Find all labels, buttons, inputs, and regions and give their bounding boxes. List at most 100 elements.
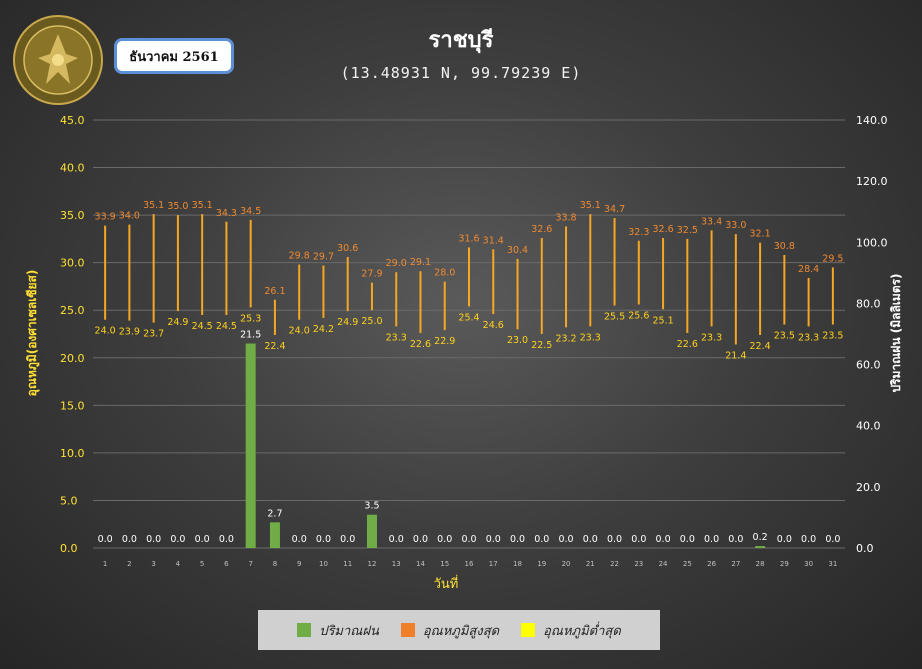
max-temp-label: 29.7 <box>313 252 334 263</box>
legend-item-rain: ปริมาณฝน <box>297 620 379 641</box>
max-temp-label: 27.9 <box>361 269 382 280</box>
rain-data-label: 21.5 <box>240 330 261 341</box>
min-temp-label: 25.5 <box>604 311 625 322</box>
x-tick-label: 16 <box>465 560 474 568</box>
rain-data-label: 0.0 <box>583 534 598 545</box>
rain-bar <box>366 514 377 548</box>
rain-data-label: 0.0 <box>98 534 113 545</box>
x-tick-label: 6 <box>224 560 229 568</box>
rain-bar <box>755 546 766 548</box>
left-tick-label: 25.0 <box>60 304 85 317</box>
max-temp-label: 29.1 <box>410 257 431 268</box>
min-temp-label: 24.0 <box>95 326 116 337</box>
legend-label-min-temp: อุณหภูมิต่ำสุด <box>543 623 621 639</box>
y2-axis-label: ปริมาณฝน (มิลลิเมตร) <box>889 273 903 392</box>
legend-swatch-min-temp <box>521 623 536 637</box>
legend-swatch-rain <box>297 623 312 637</box>
x-tick-label: 28 <box>756 560 765 568</box>
rain-data-label: 0.0 <box>461 534 476 545</box>
rain-data-label: 0.0 <box>607 534 622 545</box>
min-temp-label: 24.0 <box>289 326 310 337</box>
min-temp-label: 25.3 <box>240 313 261 324</box>
rain-data-label: 0.0 <box>534 534 549 545</box>
x-tick-label: 24 <box>659 560 668 568</box>
left-tick-label: 0.0 <box>60 542 78 555</box>
x-tick-label: 9 <box>297 560 301 568</box>
max-temp-label: 30.4 <box>507 245 528 256</box>
rain-data-label: 0.0 <box>510 534 525 545</box>
max-temp-label: 33.9 <box>95 212 116 223</box>
x-tick-label: 30 <box>804 560 813 568</box>
right-tick-label: 120.0 <box>856 175 888 188</box>
min-temp-label: 22.5 <box>531 340 552 351</box>
grid-lines <box>93 119 845 549</box>
rain-data-label: 0.0 <box>389 534 404 545</box>
rain-data-label: 0.0 <box>122 534 137 545</box>
x-tick-label: 13 <box>392 560 401 568</box>
left-tick-label: 40.0 <box>60 162 85 175</box>
max-temp-label: 30.6 <box>337 243 358 254</box>
min-temp-label: 24.5 <box>192 321 213 332</box>
min-temp-label: 23.3 <box>580 332 601 343</box>
x-tick-label: 31 <box>828 560 837 568</box>
max-temp-label: 30.8 <box>774 241 795 252</box>
rain-data-label: 0.0 <box>219 534 234 545</box>
x-tick-label: 11 <box>343 560 352 568</box>
min-temp-label: 25.4 <box>458 312 479 323</box>
min-temp-label: 25.1 <box>652 315 673 326</box>
left-tick-label: 35.0 <box>60 209 85 222</box>
min-temp-label: 23.7 <box>143 329 164 340</box>
x-tick-label: 19 <box>537 560 546 568</box>
max-temp-label: 34.3 <box>216 208 237 219</box>
x-tick-label: 8 <box>273 560 277 568</box>
chart-legend: ปริมาณฝน อุณหภูมิสูงสุด อุณหภูมิต่ำสุด <box>258 610 660 650</box>
month-badge: ธันวาคม 2561 <box>114 38 234 74</box>
left-tick-label: 20.0 <box>60 352 85 365</box>
rain-data-label: 0.0 <box>437 534 452 545</box>
x-tick-label: 5 <box>200 560 204 568</box>
left-tick-label: 15.0 <box>60 399 85 412</box>
rain-data-label: 0.0 <box>801 534 816 545</box>
min-temp-label: 22.4 <box>264 341 285 352</box>
left-tick-label: 30.0 <box>60 257 85 270</box>
x-axis-ticks: 1 2 3 4 5 6 7 8 9 10 11 12 13 14 15 16 17 18 19 20 21 22 23 24 2… <box>103 560 837 568</box>
max-temp-label: 29.0 <box>386 258 407 269</box>
x-tick-label: 25 <box>683 560 692 568</box>
max-temp-label: 31.6 <box>458 233 479 244</box>
chart-title: ราชบุรี <box>428 28 494 53</box>
min-temp-label: 23.9 <box>119 327 140 338</box>
max-temp-label: 34.7 <box>604 204 625 215</box>
min-temp-label: 22.4 <box>750 341 771 352</box>
max-temp-label: 33.4 <box>701 216 722 227</box>
x-tick-label: 27 <box>731 560 740 568</box>
x-tick-label: 18 <box>513 560 522 568</box>
max-temp-label: 35.0 <box>167 201 188 212</box>
rain-bar <box>269 522 280 548</box>
rain-bar <box>245 343 256 548</box>
right-axis-ticks: 0.0 20.0 40.0 60.0 80.0 100.0 120.0 140.0 <box>856 114 888 555</box>
x-tick-label: 17 <box>489 560 498 568</box>
legend-item-min-temp: อุณหภูมิต่ำสุด <box>521 620 621 641</box>
legend-label-max-temp: อุณหภูมิสูงสุด <box>422 623 500 639</box>
x-tick-label: 15 <box>440 560 449 568</box>
max-temp-label: 29.8 <box>289 251 310 262</box>
right-tick-label: 100.0 <box>856 236 888 249</box>
max-temp-label: 34.0 <box>119 211 140 222</box>
max-temp-label: 32.3 <box>628 227 649 238</box>
temperature-range-lines <box>104 214 834 345</box>
min-temp-label: 21.4 <box>725 350 746 361</box>
x-axis-label: วันที่ <box>434 575 459 592</box>
rain-data-label: 0.0 <box>146 534 161 545</box>
rain-data-label: 0.0 <box>170 534 185 545</box>
max-temp-label: 29.5 <box>822 253 843 264</box>
max-temp-label: 33.0 <box>725 220 746 231</box>
rain-data-label: 3.5 <box>364 501 379 512</box>
left-axis-ticks: 0.0 5.0 10.0 15.0 20.0 25.0 30.0 35.0 40.0 45.0 <box>60 114 85 555</box>
x-tick-label: 14 <box>416 560 425 568</box>
x-tick-label: 4 <box>176 560 181 568</box>
rain-data-label: 0.2 <box>753 532 768 543</box>
min-temp-label: 23.5 <box>774 330 795 341</box>
min-temp-label: 24.6 <box>483 320 504 331</box>
max-temp-label: 33.8 <box>555 213 576 224</box>
